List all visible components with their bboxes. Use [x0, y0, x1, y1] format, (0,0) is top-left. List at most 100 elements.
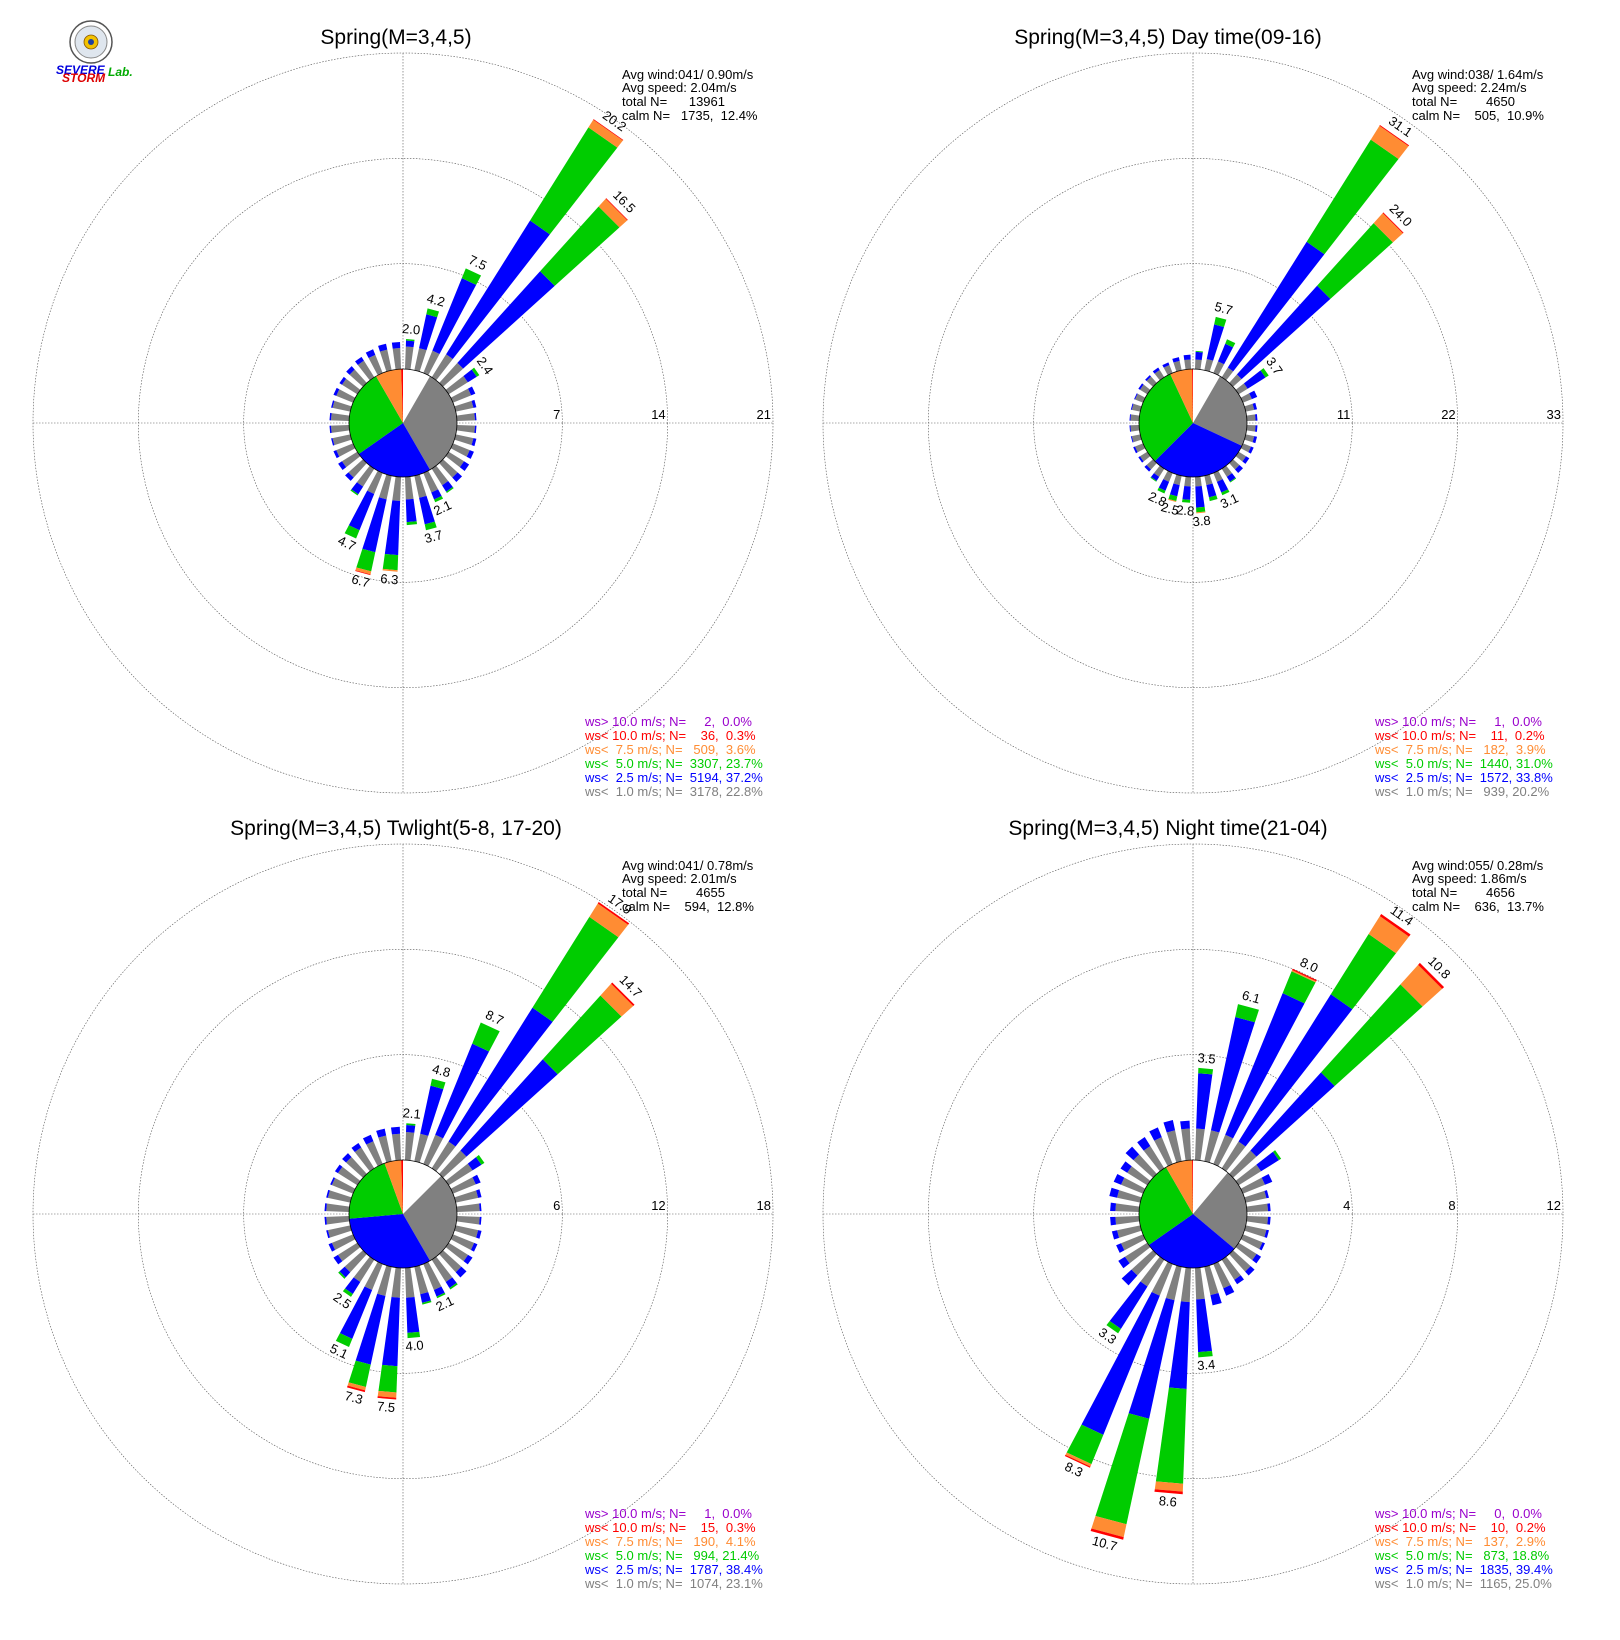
rose-bar-segment [1121, 1177, 1146, 1194]
bar-value-label: 4.7 [336, 533, 359, 554]
rose-bar-segment [1131, 1250, 1157, 1276]
rose-bar-segment [336, 389, 356, 403]
rose-bar-segment [355, 570, 371, 576]
rose-bar-segment [1195, 351, 1203, 361]
rose-bar-segment [459, 461, 470, 471]
rose-bar-segment [406, 1297, 420, 1333]
bar-value-label: 2.1 [402, 1105, 421, 1122]
rose-bar-segment [434, 495, 444, 503]
rose-bar-segment [365, 349, 376, 358]
stat-total-n: total N= 13961 [622, 94, 725, 109]
rose-bar-segment [345, 472, 354, 481]
rose-bar-segment [348, 459, 367, 478]
rose-bar-segment [455, 1266, 467, 1278]
rose-bar-segment [331, 1234, 356, 1250]
rose-bar-segment [339, 1286, 373, 1339]
rose-bar-segment [1116, 1243, 1125, 1253]
rose-bar-segment [445, 375, 468, 395]
rose-bar-segment [1282, 971, 1316, 1004]
rose-bar-segment [454, 1225, 479, 1238]
rose-bar-segment [331, 438, 335, 446]
calm-pie-slice [403, 1175, 457, 1261]
rose-bar-segment [1131, 403, 1142, 412]
rose-bar-segment [326, 1203, 350, 1213]
rose-bar-segment [1249, 390, 1258, 400]
rose-bar-segment [532, 916, 619, 1022]
bar-value-label: 2.8 [1146, 488, 1169, 509]
rose-bar-segment [355, 567, 372, 575]
legend-item-ws-lt-10: ws< 10.0 m/s; N= 15, 0.3% [584, 1520, 756, 1535]
bar-value-label: 2.1 [431, 497, 454, 518]
rose-bar-segment [1370, 125, 1409, 159]
bar-value-label: 7.5 [466, 252, 489, 273]
legend-item-ws-gt-10: ws> 10.0 m/s; N= 0, 0.0% [1374, 1506, 1542, 1521]
wind-rose-spring-daytime: 11 22 335.731.124.03.73.13.82.82.52.8 Spri… [822, 26, 1564, 799]
rose-bar-segment [329, 425, 332, 434]
rose-bar-segment [330, 1177, 336, 1186]
rose-bar-segment [1134, 393, 1138, 400]
rose-bar-segment [456, 424, 476, 433]
rose-bar-segment [348, 490, 375, 531]
calm-pie-slice [376, 369, 403, 423]
rose-bar-segment [339, 376, 347, 385]
rose-bar-segment [1111, 1230, 1120, 1240]
rose-bar-segment [1137, 1137, 1151, 1151]
stat-total-n: total N= 4655 [622, 885, 725, 900]
rose-bar-segment [1109, 1187, 1120, 1198]
bar-value-label: 5.1 [328, 1341, 351, 1362]
rose-bar-segment [611, 982, 635, 1006]
legend: ws> 10.0 m/s; N= 1, 0.0% ws< 10.0 m/s; N… [584, 1506, 763, 1591]
rose-bar-segment [1206, 483, 1217, 498]
rose-bar-segment [423, 470, 439, 493]
rose-bar-segment [1214, 316, 1227, 327]
legend-item-ws-lt-5: ws< 5.0 m/s; N= 873, 18.8% [1374, 1548, 1550, 1563]
rose-bar-segment [1321, 984, 1423, 1086]
rose-bar-segment [1234, 464, 1244, 474]
rose-bar-segment [474, 412, 477, 421]
rose-bar-segment [446, 220, 550, 360]
rose-bar-segment [379, 349, 392, 372]
rose-bar-segment [423, 1261, 442, 1291]
rose-bar-segment [1317, 223, 1393, 299]
rose-bar-segment [1240, 443, 1252, 453]
rose-bar-segment [1267, 1203, 1271, 1212]
ring-label: 14 [651, 407, 665, 422]
stat-calm-n: calm N= 505, 10.9% [1412, 108, 1544, 123]
ring-label: 33 [1547, 407, 1561, 422]
calm-circle-outline [1138, 368, 1248, 478]
rose-bar-segment [1172, 357, 1180, 363]
rose-bar-segment [1235, 451, 1247, 462]
legend-item-ws-lt-7-5: ws< 7.5 m/s; N= 509, 3.6% [584, 742, 756, 757]
rose-bar-segment [327, 1225, 352, 1238]
rose-bar-segment [433, 1286, 445, 1297]
rose-bar-segment [1221, 1141, 1246, 1172]
rose-bar-segment [431, 354, 453, 381]
rose-bar-segment [456, 1215, 480, 1225]
rose-bar-segment [324, 1216, 327, 1225]
rose-bar-segment [1223, 1284, 1235, 1296]
rose-bar-segment [1182, 499, 1191, 503]
rose-bar-segment [1130, 414, 1140, 422]
rose-bar-segment [392, 347, 402, 370]
rose-bar-segment [1196, 1298, 1213, 1353]
rose-bar-segment [479, 1203, 482, 1212]
rose-bar-segment [404, 1131, 415, 1161]
rose-bar-segment [1234, 1275, 1244, 1285]
rose-bar-segment [1306, 139, 1399, 255]
ring-label: 6 [553, 1198, 560, 1213]
rose-bar-segment [1379, 913, 1411, 937]
rose-bar-segment [1225, 993, 1305, 1139]
calm-pie-slice [1166, 1160, 1193, 1214]
rose-bar-segment [327, 1190, 352, 1203]
rose-bar-segment [384, 500, 401, 556]
rose-bar-segment [449, 1282, 458, 1290]
rose-bar-segment [333, 1254, 343, 1265]
rose-bar-segment [1264, 1229, 1269, 1238]
stats-block: Avg wind:041/ 0.78m/s Avg speed: 2.01m/s… [622, 858, 754, 914]
calm-pie-slice [1139, 374, 1193, 462]
rose-bar-segment [378, 343, 388, 352]
rose-bar-segment [1151, 473, 1160, 481]
lab-logo: SEVERE STORM Lab. [56, 20, 133, 85]
chart-title: Spring(M=3,4,5) Night time(21-04) [1008, 817, 1327, 840]
rose-bar-segment [333, 387, 340, 396]
